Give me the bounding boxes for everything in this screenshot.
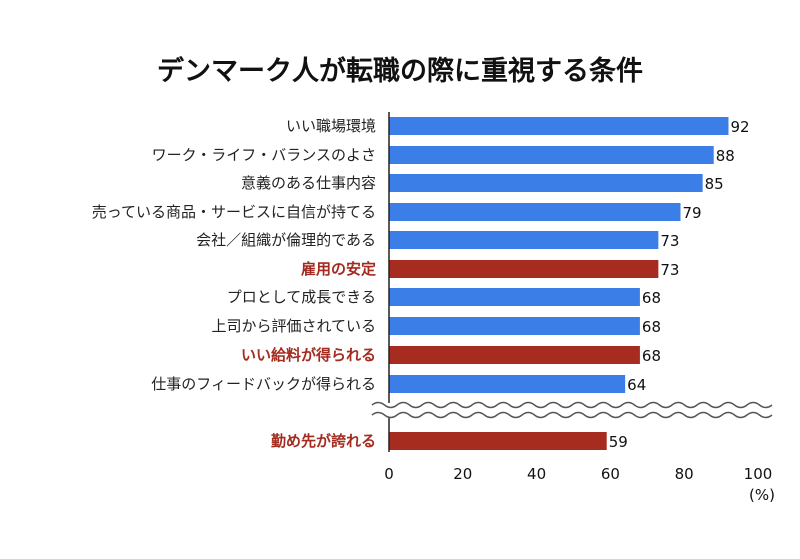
value-label-2: 85 bbox=[705, 175, 724, 193]
value-label-10: 59 bbox=[609, 433, 628, 451]
category-label-1: ワーク・ライフ・バランスのよさ bbox=[152, 146, 376, 164]
x-tick-label-2: 40 bbox=[527, 465, 546, 483]
bar-4 bbox=[389, 231, 659, 249]
value-label-8: 68 bbox=[642, 347, 661, 365]
value-label-7: 68 bbox=[642, 318, 661, 336]
value-label-3: 79 bbox=[683, 204, 702, 222]
x-tick-label-1: 20 bbox=[453, 465, 472, 483]
x-axis: 0 20 40 60 80 100 bbox=[384, 112, 772, 483]
category-label-3: 売っている商品・サービスに自信が持てる bbox=[92, 203, 376, 221]
category-label-8: いい給料が得られる bbox=[241, 346, 376, 364]
category-label-2: 意義のある仕事内容 bbox=[241, 174, 376, 192]
axis-break-wave-bottom bbox=[371, 411, 773, 419]
unit-label: (%) bbox=[749, 486, 775, 504]
category-label-10: 勤め先が誇れる bbox=[271, 432, 376, 450]
x-tick-label-4: 80 bbox=[675, 465, 694, 483]
bar-6 bbox=[389, 288, 640, 306]
category-label-5: 雇用の安定 bbox=[301, 260, 376, 278]
category-label-4: 会社／組織が倫理的である bbox=[196, 231, 376, 249]
bar-7 bbox=[389, 317, 640, 335]
x-tick-label-3: 60 bbox=[601, 465, 620, 483]
bar-9 bbox=[389, 375, 626, 393]
value-label-6: 68 bbox=[642, 289, 661, 307]
bars-group bbox=[389, 117, 729, 450]
axis-break-marker bbox=[370, 401, 775, 419]
bar-10 bbox=[389, 432, 607, 450]
value-label-0: 92 bbox=[730, 118, 749, 136]
category-label-7: 上司から評価されている bbox=[211, 317, 376, 335]
bar-1 bbox=[389, 146, 714, 164]
x-tick-label-0: 0 bbox=[384, 465, 394, 483]
bar-0 bbox=[389, 117, 729, 135]
category-label-9: 仕事のフィードバックが得られる bbox=[151, 375, 376, 393]
bar-5 bbox=[389, 260, 659, 278]
axis-break-wave-top bbox=[371, 401, 773, 409]
value-label-1: 88 bbox=[716, 147, 735, 165]
chart-title: デンマーク人が転職の際に重視する条件 bbox=[157, 55, 643, 87]
category-label-0: いい職場環境 bbox=[286, 117, 376, 135]
value-label-9: 64 bbox=[627, 376, 646, 394]
bar-2 bbox=[389, 174, 703, 192]
category-labels-group: いい職場環境ワーク・ライフ・バランスのよさ意義のある仕事内容売っている商品・サー… bbox=[92, 117, 376, 450]
bar-3 bbox=[389, 203, 681, 221]
bar-8 bbox=[389, 346, 640, 364]
category-label-6: プロとして成長できる bbox=[227, 288, 376, 306]
value-label-4: 73 bbox=[660, 232, 679, 250]
x-tick-label-5: 100 bbox=[744, 465, 773, 483]
value-label-5: 73 bbox=[660, 261, 679, 279]
